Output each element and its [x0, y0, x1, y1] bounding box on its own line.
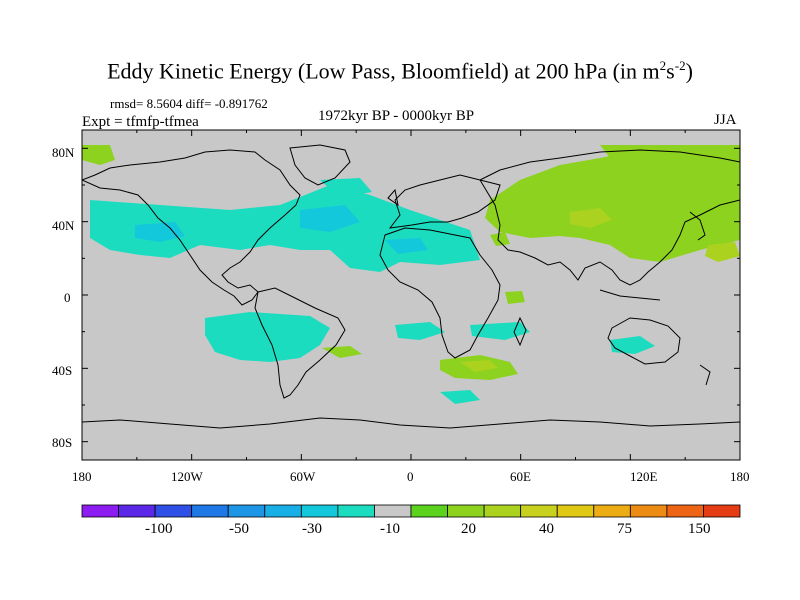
coast-antarctica — [82, 417, 740, 429]
colorbar-swatch — [593, 504, 631, 518]
coast-new-zealand — [699, 364, 711, 386]
green-region-nepacific — [680, 180, 738, 206]
cyan-region-indian — [470, 322, 530, 340]
colorbar-swatch — [520, 504, 558, 518]
coast-madagascar — [513, 316, 527, 347]
cyan-region-australia — [610, 336, 655, 354]
x-tick-label: 180 — [730, 469, 750, 484]
cyan-core-atlantic — [300, 205, 360, 232]
coast-uk — [387, 188, 399, 207]
colorbar-swatch — [81, 504, 119, 518]
coast-north-america — [82, 149, 301, 306]
colorbar-swatch — [556, 504, 595, 518]
coast-europe — [388, 174, 501, 229]
green-core-asia — [570, 208, 612, 228]
period-label: 1972kyr BP - 0000kyr BP — [318, 108, 475, 124]
cyan-core-eastatl — [385, 238, 428, 254]
green-region-arctic — [82, 145, 115, 165]
cyan-region-southern-ocean — [440, 390, 480, 404]
green-core-southern-africa — [460, 360, 498, 372]
colorbar-swatch — [410, 504, 448, 518]
colorbar-label: -100 — [145, 521, 173, 537]
cyan-region-north-atlantic — [90, 185, 480, 272]
y-tick-label: 0 — [64, 290, 71, 305]
coast-africa — [379, 227, 501, 359]
colorbar-swatch — [118, 504, 156, 518]
colorbar-swatch — [337, 504, 375, 518]
coast-greenland — [289, 144, 351, 186]
colorbar-swatch — [191, 504, 229, 518]
y-tick-label: 80S — [52, 435, 73, 450]
green-region-arabia — [490, 232, 510, 246]
colorbar-label: 75 — [617, 521, 632, 537]
stats-label: rmsd= 8.5604 diff= -0.891762 — [110, 96, 268, 111]
colorbar-swatch — [264, 504, 302, 518]
x-tick-label: 120E — [630, 469, 658, 484]
colorbar-label: 20 — [461, 521, 476, 537]
colorbar — [81, 504, 741, 518]
colorbar-swatch — [629, 504, 668, 518]
colorbar-label: -30 — [302, 521, 322, 537]
green-region-eurasia — [485, 150, 740, 262]
colorbar-swatch — [374, 504, 412, 518]
colorbar-label: -50 — [229, 521, 249, 537]
y-tick-label: 40N — [52, 218, 75, 233]
colorbar-swatch — [666, 504, 704, 518]
cyan-core-pacific — [135, 222, 185, 242]
x-tick-label: 60E — [510, 469, 531, 484]
green-core-pacific — [705, 242, 740, 262]
colorbar-label: 40 — [539, 521, 554, 537]
colorbar-swatch — [300, 504, 339, 518]
x-tick-label: 0 — [407, 469, 414, 484]
colorbar-swatch — [227, 504, 266, 518]
coast-japan — [689, 211, 706, 241]
coast-indonesia — [599, 289, 661, 301]
axis-ticks — [81, 130, 741, 460]
x-tick-label: 120W — [171, 469, 203, 484]
green-region-east-africa — [505, 291, 525, 304]
colorbar-swatch — [447, 504, 485, 518]
coast-south-america — [254, 287, 346, 399]
coast-asia — [479, 149, 740, 286]
plot-title: Eddy Kinetic Energy (Low Pass, Bloomfiel… — [107, 58, 693, 84]
y-tick-label: 40S — [52, 363, 73, 378]
x-tick-label: 180 — [72, 469, 92, 484]
coastlines — [82, 144, 740, 429]
colorbar-label: 150 — [688, 521, 711, 537]
colorbar-swatch — [483, 504, 522, 518]
y-tick-label: 80N — [52, 145, 75, 160]
x-tick-label: 60W — [290, 469, 316, 484]
colorbar-label: -10 — [380, 521, 400, 537]
colorbar-swatch — [703, 504, 741, 518]
experiment-label: Expt = tfmfp-tfmea — [82, 114, 199, 130]
cyan-region-atlantic-north — [320, 178, 372, 198]
season-label: JJA — [714, 112, 737, 128]
colorbar-swatch — [154, 504, 193, 518]
cyan-region-south-atlantic — [395, 322, 445, 340]
coast-australia — [607, 317, 681, 365]
